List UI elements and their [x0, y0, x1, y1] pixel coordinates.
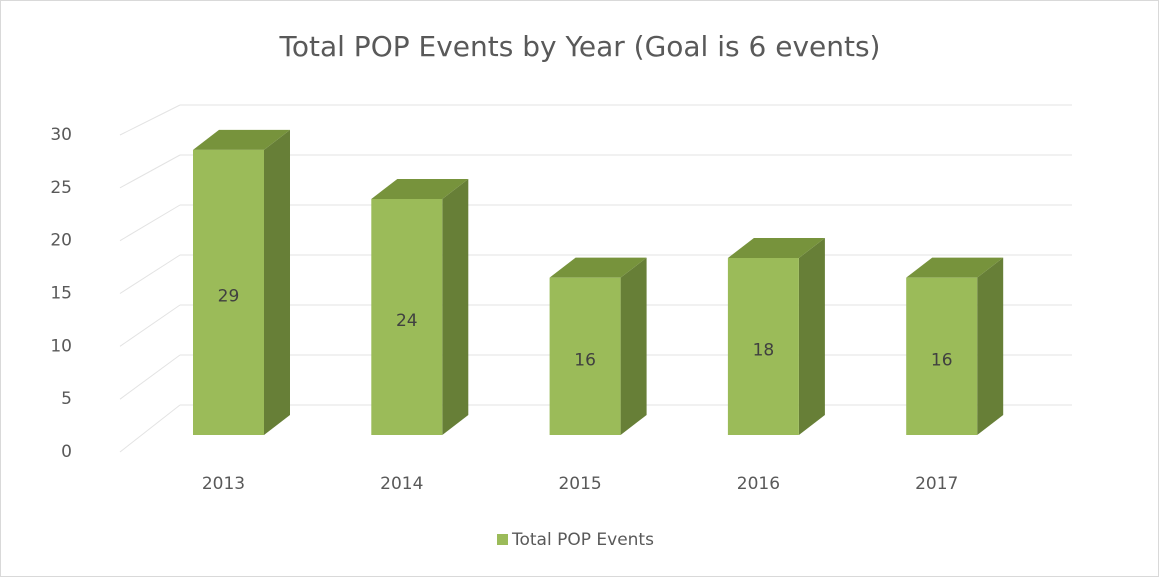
bar-side: [620, 257, 647, 435]
chart-title: Total POP Events by Year (Goal is 6 even…: [279, 30, 881, 63]
x-tick-label: 2015: [558, 474, 601, 494]
y-tick-label: 0: [61, 442, 72, 462]
grid-line: [119, 354, 181, 400]
bar-top: [371, 179, 469, 199]
legend-label: Total POP Events: [511, 530, 654, 550]
bar: [193, 149, 264, 436]
y-tick-label: 25: [50, 178, 72, 198]
bar-side: [798, 238, 825, 435]
x-tick-label: 2013: [202, 474, 245, 494]
x-tick-label: 2014: [380, 474, 423, 494]
grid-line: [119, 254, 181, 294]
data-label: 18: [753, 341, 775, 361]
data-label: 16: [574, 350, 596, 370]
y-tick-label: 20: [50, 231, 72, 251]
x-tick-label: 2016: [737, 474, 780, 494]
x-tick-label: 2017: [915, 474, 958, 494]
bar: [549, 277, 621, 435]
grid-line: [119, 204, 181, 242]
grid-line: [119, 154, 181, 189]
data-label: 24: [396, 311, 418, 331]
y-tick-label: 5: [61, 389, 72, 409]
y-tick-label: 15: [50, 284, 72, 304]
bar-top: [193, 129, 290, 150]
bar: [906, 277, 978, 435]
y-tick-label: 30: [50, 125, 72, 145]
grid-line: [119, 304, 181, 347]
bar-side: [977, 257, 1004, 435]
bar-side: [442, 179, 469, 435]
y-tick-label: 10: [50, 336, 72, 356]
bar-top: [727, 238, 825, 258]
bar-side: [264, 129, 290, 436]
bar-top: [906, 257, 1004, 278]
legend-swatch: [497, 534, 508, 545]
bar-top: [549, 257, 647, 278]
data-label: 16: [931, 350, 953, 370]
data-label: 29: [218, 286, 240, 306]
bar: [371, 199, 443, 435]
grid-line: [119, 104, 181, 136]
grid-line: [119, 404, 181, 453]
bar: [727, 258, 799, 435]
